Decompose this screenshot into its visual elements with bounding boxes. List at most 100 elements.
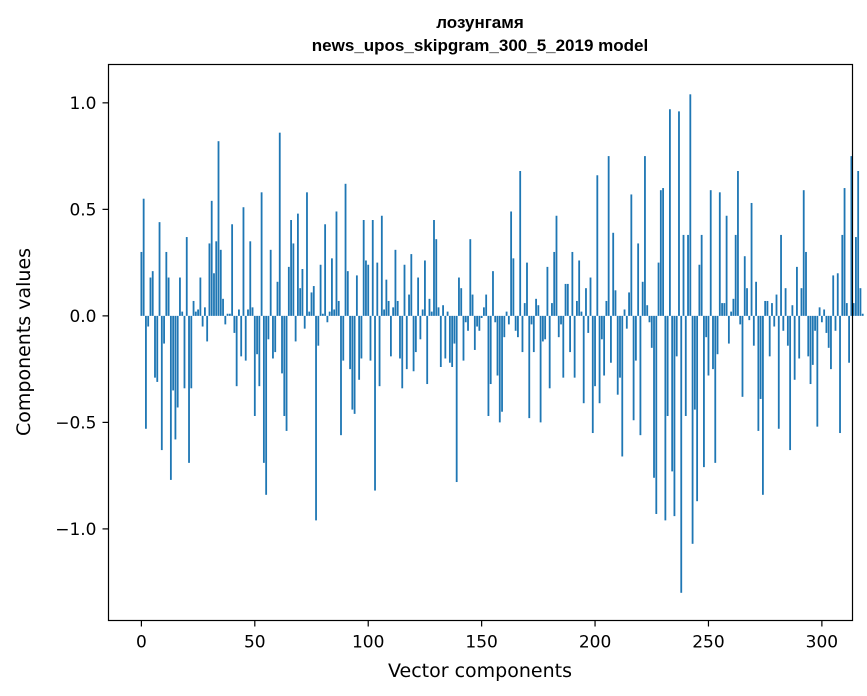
bar [823, 309, 826, 316]
bar [834, 315, 837, 331]
bar [297, 213, 299, 316]
bar [605, 300, 608, 316]
bar [555, 215, 558, 316]
bar [292, 243, 295, 316]
bar [566, 283, 569, 316]
bar [290, 220, 292, 316]
y-axis-label: Components values [13, 248, 35, 436]
bar [634, 315, 637, 361]
bar [324, 224, 327, 316]
bar [485, 294, 488, 316]
bar [594, 315, 596, 387]
bar [811, 315, 814, 365]
x-tick-label: 0 [136, 633, 147, 653]
bar [385, 279, 388, 316]
bar [537, 305, 540, 316]
bar [562, 315, 565, 378]
bar [560, 315, 562, 325]
bar [446, 311, 449, 316]
bar [492, 271, 494, 316]
y-tick-label: 1.0 [69, 94, 96, 114]
bar [390, 315, 392, 357]
bar [464, 315, 467, 323]
bar [414, 315, 417, 353]
bar [773, 315, 776, 327]
bar [748, 315, 751, 321]
y-tick-label: −1.0 [55, 520, 96, 540]
bar [190, 315, 193, 389]
bar [172, 315, 175, 391]
bar [399, 315, 401, 359]
bar [512, 258, 515, 316]
bar [371, 220, 374, 316]
bar [818, 307, 821, 316]
bar [619, 315, 621, 378]
bar [687, 234, 689, 316]
bar [498, 315, 501, 423]
y-tick-label: −0.5 [55, 413, 96, 433]
bar [378, 315, 381, 387]
bar [226, 313, 229, 316]
bar [841, 234, 844, 316]
bar [553, 251, 556, 316]
bar [693, 315, 696, 410]
bar [417, 277, 420, 316]
bar [732, 298, 735, 316]
bar [365, 260, 367, 316]
bar [507, 315, 510, 325]
bar [424, 260, 426, 316]
bar [698, 264, 701, 316]
bar [353, 315, 356, 414]
bar [673, 315, 676, 517]
bar [596, 175, 599, 316]
bar [240, 315, 243, 357]
bar [678, 111, 680, 316]
bar [394, 249, 397, 316]
bar [331, 258, 333, 316]
bar [473, 315, 476, 350]
bar [208, 243, 211, 316]
bar [530, 315, 533, 325]
bar [798, 315, 801, 359]
bar [210, 200, 213, 316]
bar [258, 315, 261, 387]
bar [158, 222, 161, 316]
bar [383, 309, 385, 316]
bar [483, 307, 485, 316]
bar [650, 315, 653, 348]
bar [360, 315, 363, 359]
bar [655, 315, 658, 514]
x-axis-label: Vector components [388, 660, 572, 682]
bar [641, 281, 644, 316]
bar [401, 315, 404, 389]
bar [169, 315, 172, 480]
bar [367, 264, 370, 316]
bar [428, 298, 431, 316]
bar [696, 315, 699, 502]
bar [739, 315, 742, 325]
bar [140, 251, 143, 316]
y-axis-ticks: −1.0 −0.5 0.0 0.5 1.0 [55, 94, 109, 540]
bar [750, 202, 753, 316]
bar [469, 239, 472, 316]
x-tick-label: 200 [579, 633, 611, 653]
bar [505, 311, 508, 316]
bar [165, 251, 168, 316]
bar [185, 237, 188, 316]
bar [746, 288, 748, 316]
bar [276, 281, 279, 316]
bar [541, 315, 544, 342]
bar [759, 315, 762, 399]
bar [771, 303, 773, 316]
bar [267, 315, 270, 340]
bar [836, 273, 839, 316]
bar [503, 315, 506, 338]
bar [478, 315, 481, 331]
bar [625, 315, 628, 329]
bar [784, 288, 787, 316]
bar [614, 290, 617, 316]
bar [709, 190, 712, 316]
bar [310, 292, 313, 316]
bar [249, 241, 252, 316]
bar [387, 300, 390, 316]
